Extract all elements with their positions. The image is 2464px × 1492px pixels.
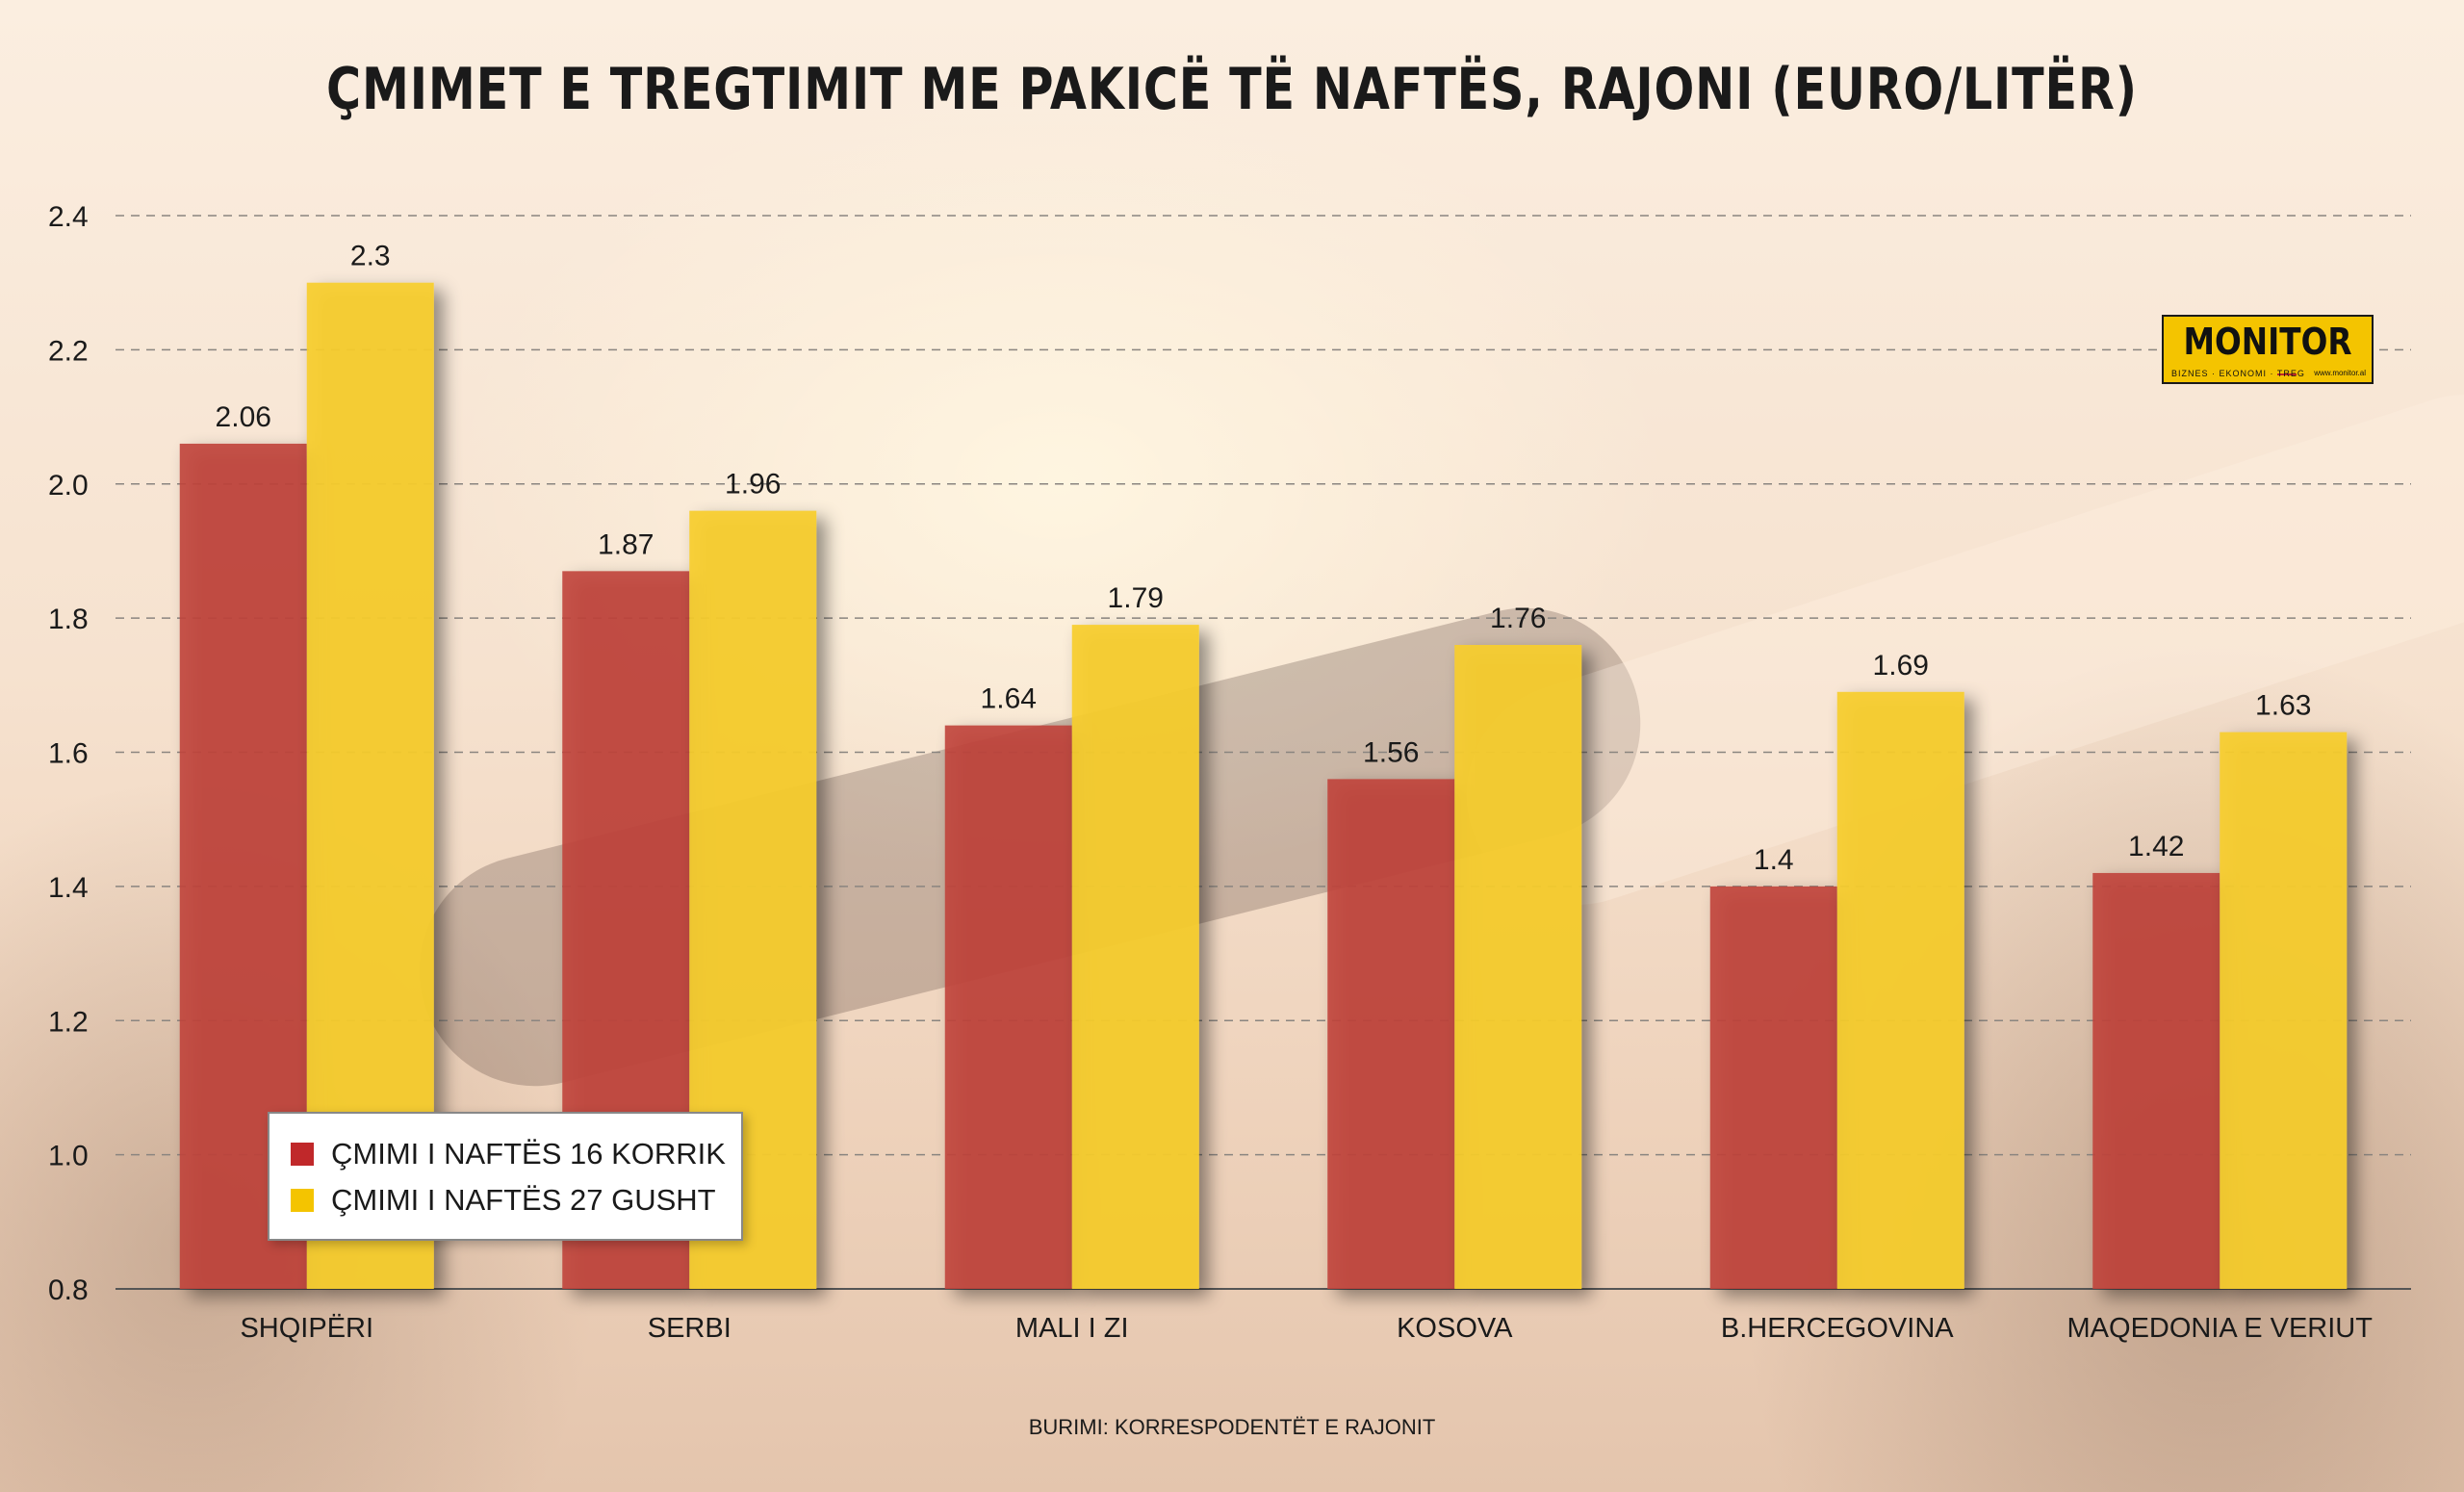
y-tick-label: 1.0: [48, 1141, 89, 1172]
bar-august: [1071, 625, 1199, 1289]
y-tick-label: 0.8: [48, 1274, 89, 1306]
bar-value-label: 1.79: [1108, 582, 1164, 614]
y-tick-label: 2.4: [48, 201, 89, 233]
legend-item-august: ÇMIMI I NAFTËS 27 GUSHT: [291, 1181, 716, 1220]
legend-swatch-july: [291, 1143, 314, 1166]
data-labels: 2.06 2.3 1.87 1.96 1.64 1.79 1.56 1.76 1.4 1.69 1.…: [216, 241, 2312, 876]
category-label: SERBI: [648, 1313, 732, 1344]
bar-value-label: 1.76: [1490, 603, 1546, 634]
category-label: SHQIPËRI: [240, 1313, 373, 1344]
category-label: B.HERCEGOVINA: [1721, 1313, 1954, 1344]
bar-value-label: 1.69: [1873, 650, 1929, 682]
monitor-logo: MONITOR BIZNES · EKONOMI · TREG www.moni…: [2162, 315, 2374, 384]
bar-value-label: 1.63: [2255, 690, 2311, 722]
bar-value-label: 1.96: [725, 469, 781, 501]
bar-august: [1836, 691, 1964, 1289]
logo-url: www.monitor.al: [2314, 369, 2366, 377]
legend-label-july: ÇMIMI I NAFTËS 16 KORRIK: [331, 1137, 726, 1170]
legend-swatch-august: [291, 1189, 314, 1212]
y-tick-label: 2.2: [48, 335, 89, 367]
bar-july: [1327, 779, 1455, 1289]
source-note: BURIMI: KORRESPODENTËT E RAJONIT: [1028, 1415, 1436, 1439]
y-tick-label: 1.6: [48, 738, 89, 770]
bar-value-label: 1.64: [981, 683, 1037, 715]
y-axis: 0.8 1.0 1.2 1.4 1.6 1.8 2.0 2.2 2.4: [48, 201, 2411, 1306]
bar-value-label: 1.87: [598, 528, 654, 560]
bar-value-label: 2.3: [350, 241, 391, 272]
x-axis: SHQIPËRI SERBI MALI I ZI KOSOVA B.HERCEGOVIN…: [240, 1313, 2373, 1344]
gridlines: [116, 215, 2411, 1156]
chart-title: ÇMIMET E TREGTIMIT ME PAKICË TË NAFTËS, …: [326, 56, 2138, 123]
bar-july: [944, 725, 1072, 1289]
bar-july: [2092, 872, 2220, 1289]
y-tick-label: 1.4: [48, 872, 89, 904]
y-tick-label: 1.8: [48, 604, 89, 635]
category-label: MAQEDONIA E VERIUT: [2067, 1313, 2374, 1344]
logo-accent-line: [2277, 373, 2297, 375]
logo-wordmark: MONITOR: [2183, 321, 2352, 363]
bar-value-label: 1.42: [2128, 831, 2184, 862]
bar-value-label: 2.06: [216, 401, 271, 433]
bar-august: [1454, 645, 1582, 1289]
logo-tagline: BIZNES · EKONOMI · TREG: [2171, 369, 2305, 378]
category-label: KOSOVA: [1397, 1313, 1513, 1344]
legend-item-july: ÇMIMI I NAFTËS 16 KORRIK: [291, 1135, 726, 1173]
bar-value-label: 1.56: [1363, 736, 1419, 768]
y-tick-label: 1.2: [48, 1006, 89, 1038]
category-label: MALI I ZI: [1015, 1313, 1129, 1344]
legend: ÇMIMI I NAFTËS 16 KORRIK ÇMIMI I NAFTËS …: [268, 1112, 743, 1241]
legend-label-august: ÇMIMI I NAFTËS 27 GUSHT: [331, 1183, 716, 1217]
bar-july: [1709, 886, 1837, 1289]
bar-value-label: 1.4: [1754, 844, 1794, 876]
bar-august: [2220, 732, 2348, 1289]
y-tick-label: 2.0: [48, 470, 89, 502]
